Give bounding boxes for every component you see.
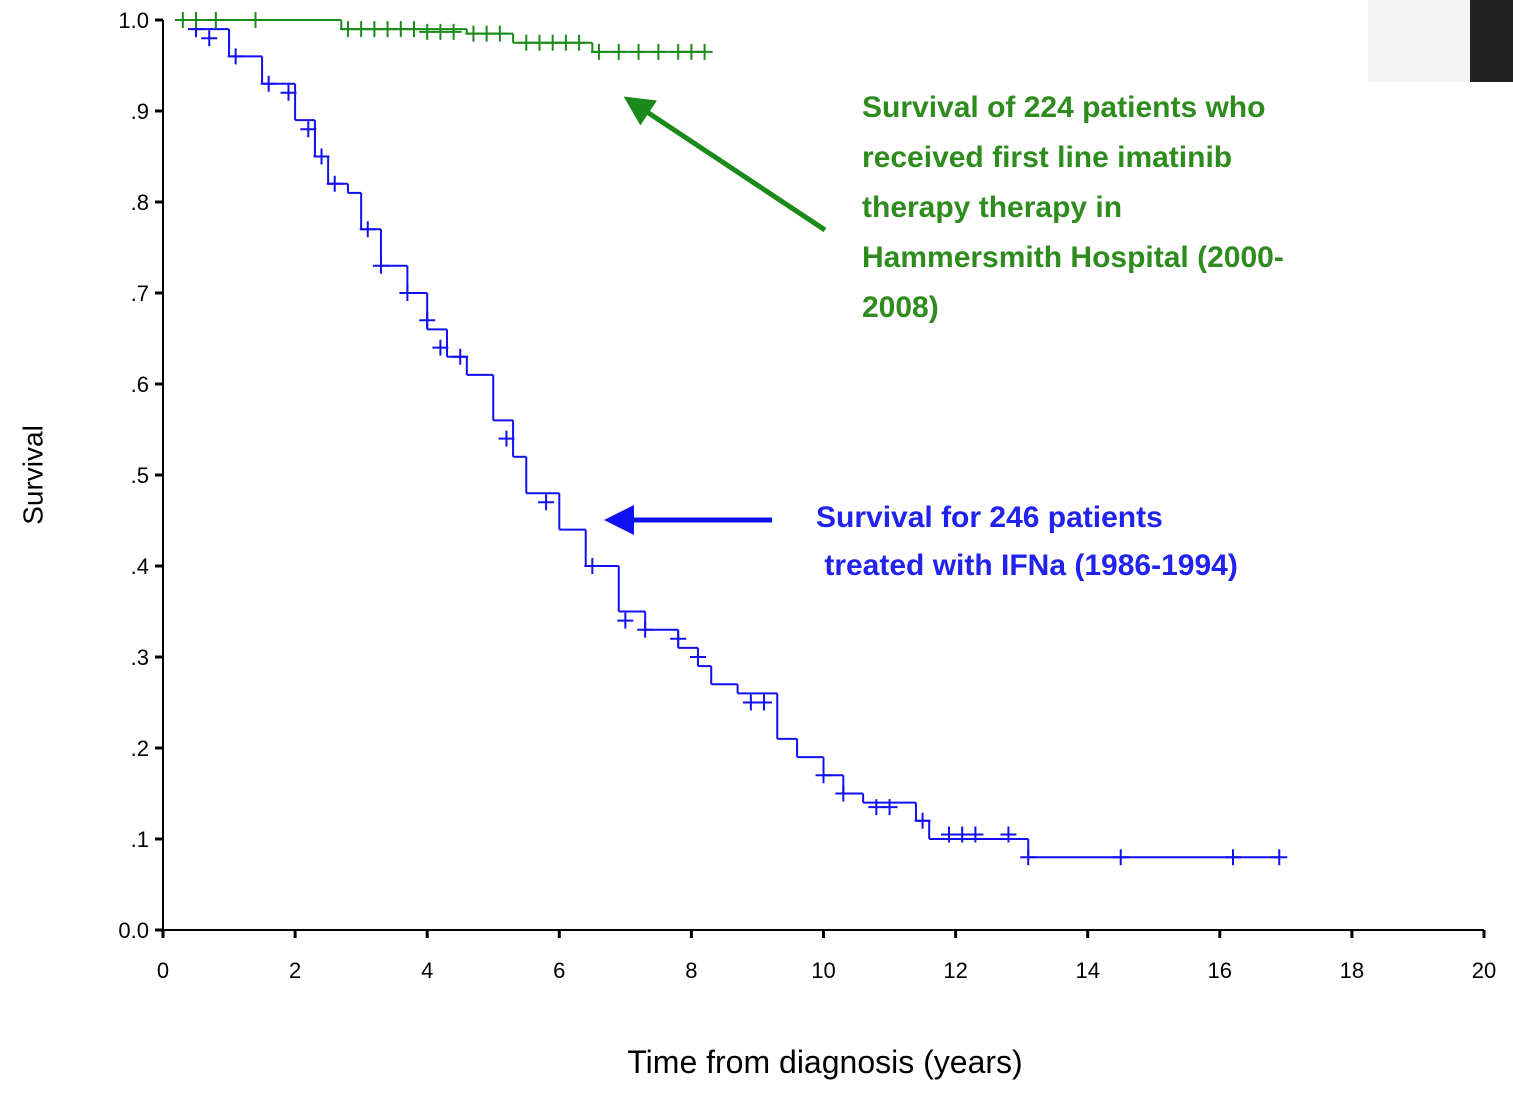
y-tick-label: .6 <box>131 372 149 397</box>
censor-mark <box>835 786 851 802</box>
censor-mark <box>697 44 713 60</box>
y-tick-label: .2 <box>131 736 149 761</box>
censor-mark <box>446 24 462 40</box>
censor-mark <box>617 613 633 629</box>
censor-mark <box>492 26 508 42</box>
censor-mark <box>498 431 514 447</box>
y-tick-label: .9 <box>131 99 149 124</box>
x-tick-label: 18 <box>1340 958 1364 983</box>
censor-mark <box>637 622 653 638</box>
annotation-arrow <box>632 102 825 230</box>
annotation: received first line imatinib <box>862 141 1232 174</box>
censor-mark <box>967 826 983 842</box>
x-tick-label: 2 <box>289 958 301 983</box>
censor-mark <box>1113 849 1129 865</box>
censor-mark <box>452 349 468 365</box>
censor-mark <box>228 48 244 64</box>
y-tick-label: .8 <box>131 190 149 215</box>
y-tick-label: 0.0 <box>118 918 149 943</box>
censor-mark <box>1225 849 1241 865</box>
censor-mark <box>360 221 376 237</box>
x-tick-label: 0 <box>157 958 169 983</box>
y-tick-label: .1 <box>131 827 149 852</box>
censor-mark <box>690 649 706 665</box>
censor-mark <box>327 176 343 192</box>
censor-mark <box>373 258 389 274</box>
censor-mark <box>1000 826 1016 842</box>
censor-mark <box>591 44 607 60</box>
censor-mark <box>670 631 686 647</box>
censor-mark <box>208 12 224 28</box>
censor-mark <box>1271 849 1287 865</box>
y-tick-label: .4 <box>131 554 149 579</box>
x-tick-label: 12 <box>943 958 967 983</box>
censor-mark <box>915 813 931 829</box>
censor-mark <box>406 21 422 37</box>
logo-thumbnail-dark <box>1470 0 1513 82</box>
y-tick-label: .5 <box>131 463 149 488</box>
censor-mark <box>882 799 898 815</box>
x-tick-label: 20 <box>1472 958 1496 983</box>
censor-mark <box>261 76 277 92</box>
censor-mark <box>280 85 296 101</box>
censor-mark <box>419 312 435 328</box>
censor-mark <box>432 340 448 356</box>
annotation: Survival for 246 patients <box>816 501 1163 534</box>
censor-mark <box>816 767 832 783</box>
x-tick-label: 10 <box>811 958 835 983</box>
annotation: Hammersmith Hospital (2000- <box>862 241 1284 274</box>
censor-mark <box>650 44 666 60</box>
x-tick-label: 8 <box>685 958 697 983</box>
annotation: therapy therapy in <box>862 191 1122 224</box>
censor-mark <box>1020 849 1036 865</box>
censor-mark <box>201 30 217 46</box>
censor-mark <box>188 12 204 28</box>
x-axis-label: Time from diagnosis (years) <box>627 1044 1022 1080</box>
y-axis-label: Survival <box>17 425 48 525</box>
y-tick-label: .3 <box>131 645 149 670</box>
censor-mark <box>247 12 263 28</box>
censor-mark <box>314 149 330 165</box>
x-tick-label: 14 <box>1075 958 1099 983</box>
censor-mark <box>300 121 316 137</box>
censor-mark <box>631 44 647 60</box>
x-tick-label: 6 <box>553 958 565 983</box>
page: Survival Time from diagnosis (years) 0.0… <box>0 0 1513 1097</box>
chart: Survival Time from diagnosis (years) 0.0… <box>0 0 1513 1092</box>
x-tick-label: 4 <box>421 958 433 983</box>
annotation: treated with IFNa (1986-1994) <box>816 549 1238 582</box>
censor-mark <box>571 35 587 51</box>
censor-mark <box>584 558 600 574</box>
y-tick-label: 1.0 <box>118 8 149 33</box>
annotation: 2008) <box>862 291 939 324</box>
censor-mark <box>538 494 554 510</box>
y-tick-label: .7 <box>131 281 149 306</box>
x-tick-label: 16 <box>1208 958 1232 983</box>
censor-mark <box>756 695 772 711</box>
censor-mark <box>399 285 415 301</box>
annotation: Survival of 224 patients who <box>862 91 1265 124</box>
censor-mark <box>611 44 627 60</box>
